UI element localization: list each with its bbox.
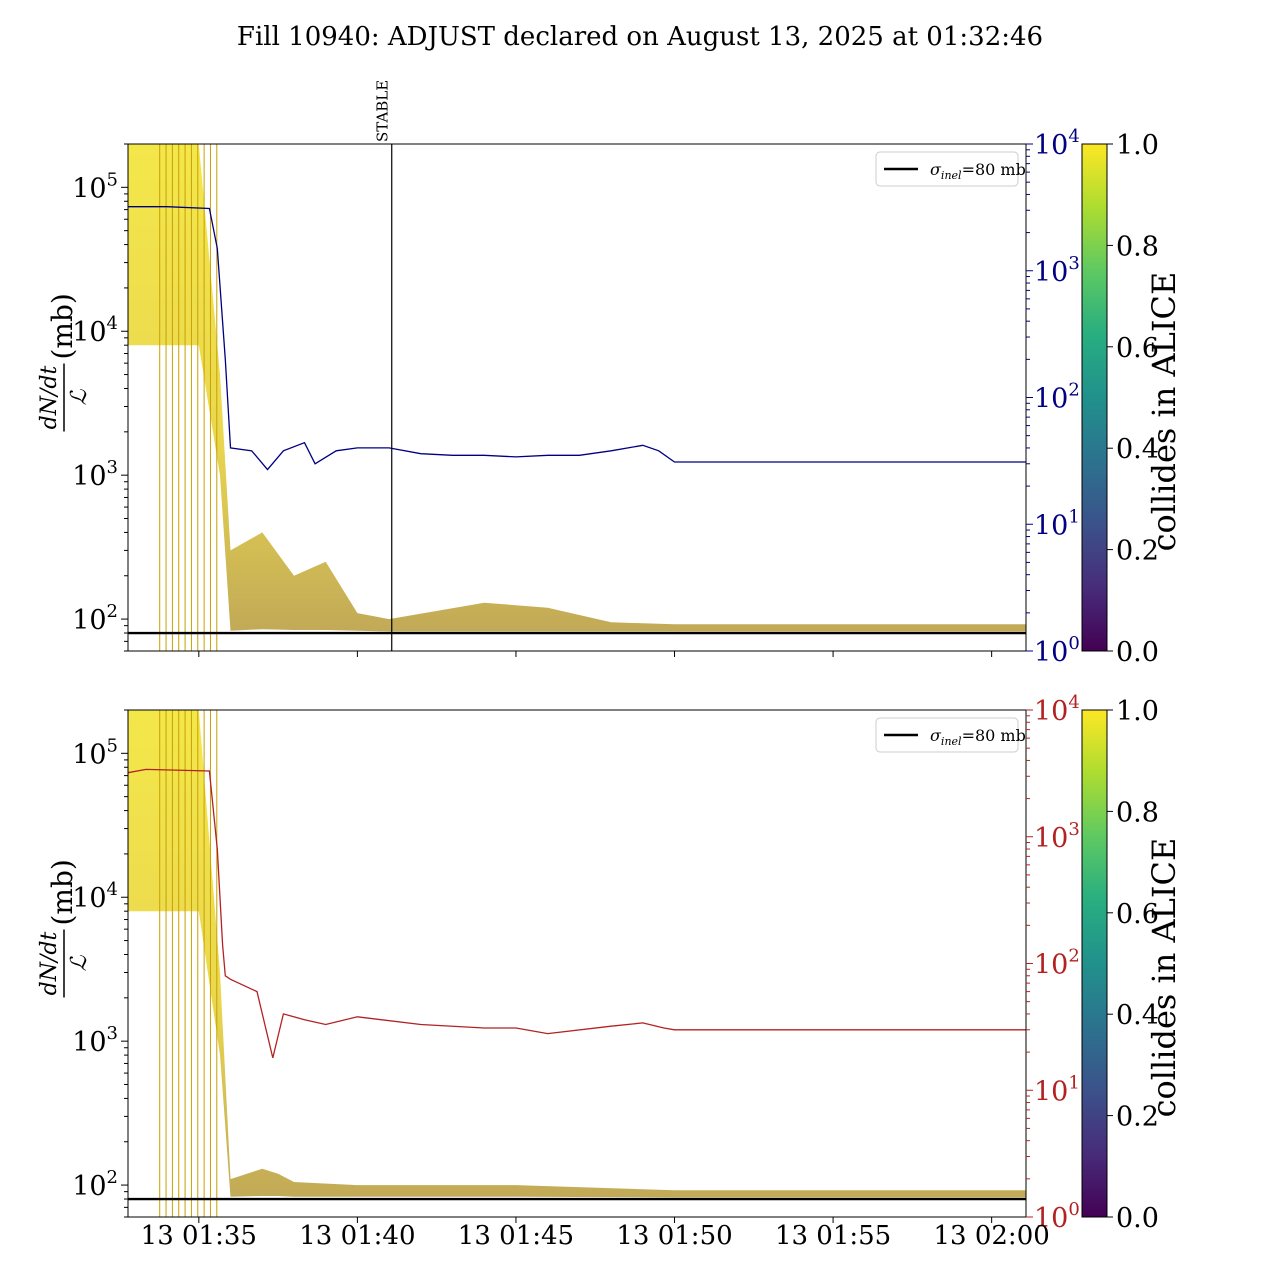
- right-tick-label: 101: [1034, 506, 1080, 541]
- right-tick-label: 100: [1034, 1199, 1080, 1234]
- right-tick-label: 104: [1034, 126, 1080, 161]
- legend-box: [875, 717, 1019, 753]
- bunch-rate-band: [128, 710, 1026, 1198]
- luminosity-series-line: [128, 206, 1026, 471]
- right-tick-label: 104: [1034, 692, 1080, 727]
- colorbar-tick-label: 0.8: [1116, 231, 1159, 262]
- colorbar-tick-label: 0.8: [1116, 797, 1159, 828]
- y-tick-label: 105: [72, 735, 118, 770]
- legend-label: σinel=80 mb: [930, 726, 1026, 748]
- colorbar-tick-label: 0.6: [1116, 899, 1159, 930]
- y-label-numerator: dN/dt: [37, 366, 62, 430]
- colorbar-label: collides in ALICE: [1145, 272, 1183, 552]
- y-label-denominator: ℒ: [67, 388, 92, 405]
- panel-top: STABLE 102 103 104 105 100 101 102 103 104 dN/dt ℒ (…: [37, 80, 1183, 668]
- y-axis-label: dN/dt ℒ (mb): [37, 293, 92, 432]
- colorbar-tick-label: 0.4: [1116, 1000, 1159, 1031]
- plot-area: [128, 144, 1026, 651]
- right-tick-label: 103: [1034, 253, 1080, 288]
- x-tick-label: 13 02:00: [934, 1221, 1050, 1251]
- colorbar: [1081, 143, 1108, 652]
- right-tick-label: 101: [1034, 1072, 1080, 1107]
- x-tick-label: 13 01:40: [299, 1221, 415, 1251]
- plot-frame: [127, 709, 1027, 1218]
- y-tick-label: 102: [72, 1167, 118, 1202]
- colorbar-tick-label: 0.0: [1116, 637, 1159, 668]
- y-label-unit: (mb): [46, 293, 79, 359]
- panel-bottom: 102 103 104 105 100 101 102 103 104 13 01:35 13 01…: [37, 692, 1183, 1251]
- x-tick-label: 13 01:55: [775, 1221, 891, 1251]
- figure-title: Fill 10940: ADJUST declared on August 13…: [237, 22, 1043, 52]
- colorbar-label: collides in ALICE: [1145, 838, 1183, 1118]
- y-label-unit: (mb): [46, 859, 79, 925]
- plot-area: [128, 710, 1026, 1217]
- y-tick-label: 104: [72, 313, 118, 348]
- legend-label: σinel=80 mb: [930, 160, 1026, 182]
- colorbar-tick-label: 0.2: [1116, 536, 1159, 567]
- y-label-numerator: dN/dt: [37, 932, 62, 996]
- colorbar-tick-label: 0.2: [1116, 1102, 1159, 1133]
- stable-marker-label: STABLE: [374, 80, 392, 142]
- y-label-denominator: ℒ: [67, 954, 92, 971]
- colorbar-tick-label: 1.0: [1116, 130, 1159, 161]
- legend-box: [875, 151, 1019, 187]
- colorbar: [1081, 709, 1108, 1218]
- colorbar-tick-label: 1.0: [1116, 696, 1159, 727]
- y-tick-label: 104: [72, 879, 118, 914]
- right-tick-label: 103: [1034, 819, 1080, 854]
- y-tick-label: 103: [72, 457, 118, 492]
- y-tick-label: 102: [72, 601, 118, 636]
- colorbar-tick-label: 0.4: [1116, 434, 1159, 465]
- colorbar-tick-label: 0.0: [1116, 1203, 1159, 1234]
- y-tick-label: 103: [72, 1023, 118, 1058]
- bunch-rate-band: [128, 144, 1026, 632]
- x-tick-label: 13 01:35: [141, 1221, 257, 1251]
- right-tick-label: 102: [1034, 380, 1080, 415]
- luminosity-series-line: [128, 768, 1026, 1059]
- right-tick-label: 100: [1034, 633, 1080, 668]
- x-tick-label: 13 01:45: [458, 1221, 574, 1251]
- colorbar-tick-label: 0.6: [1116, 333, 1159, 364]
- x-tick-label: 13 01:50: [616, 1221, 732, 1251]
- right-tick-label: 102: [1034, 946, 1080, 981]
- y-axis-label: dN/dt ℒ (mb): [37, 859, 92, 998]
- y-tick-label: 105: [72, 169, 118, 204]
